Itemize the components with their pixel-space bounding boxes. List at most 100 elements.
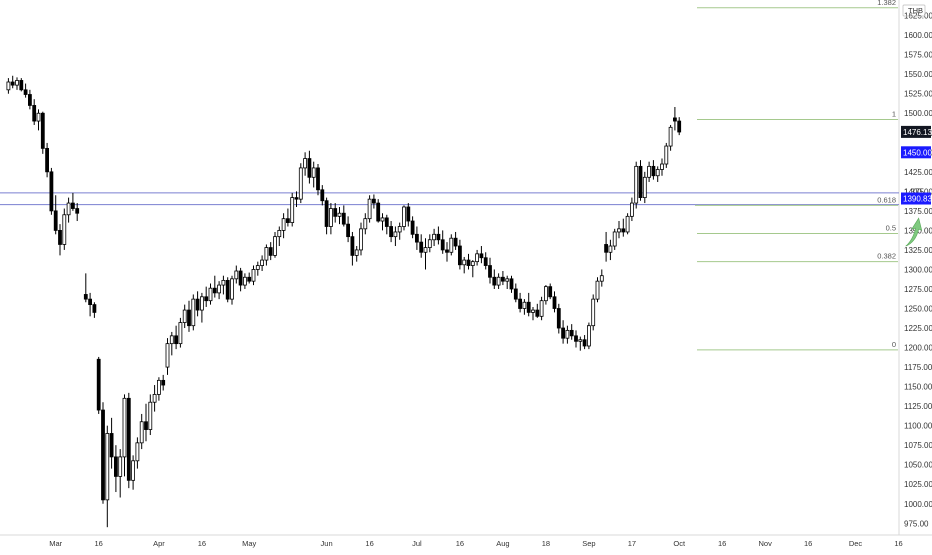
candle-body	[668, 126, 673, 147]
candle-body	[281, 218, 286, 231]
candle	[131, 455, 136, 490]
candle-body	[470, 261, 475, 266]
candle	[316, 164, 320, 196]
candle	[45, 142, 49, 178]
candle-body	[6, 81, 11, 91]
price-tag-blue: 1390.83	[901, 192, 932, 205]
candle	[58, 224, 62, 256]
candle-body	[548, 286, 553, 298]
candle-body	[15, 80, 19, 86]
candle	[496, 273, 501, 289]
price-tick-label: 1575.00	[904, 51, 932, 60]
candle-body	[432, 233, 437, 241]
candle	[677, 117, 682, 136]
time-tick-label: Jun	[321, 539, 333, 548]
candle	[432, 228, 437, 247]
time-tick-label: 18	[542, 539, 550, 548]
candle-body	[664, 145, 669, 165]
candle	[27, 89, 32, 110]
candle-body	[660, 163, 664, 170]
candle-body	[522, 301, 527, 309]
candle	[406, 203, 411, 227]
fib-label-0-618: 0.618	[877, 195, 896, 204]
candle-body	[221, 279, 226, 286]
candle	[174, 325, 179, 350]
price-tick-label: 1175.00	[904, 363, 932, 372]
price-axis[interactable]: 975.00 1000.00 1025.00 1050.00 1075.00 1100.0…	[902, 4, 932, 528]
candle-body	[642, 176, 647, 198]
candle-body	[427, 239, 432, 248]
candle	[621, 218, 626, 237]
candle	[242, 273, 247, 289]
candle	[268, 242, 273, 261]
candle-body	[58, 230, 62, 245]
candle-body	[363, 218, 368, 230]
candle	[281, 213, 286, 239]
candle	[273, 231, 277, 258]
price-tick-label: 1050.00	[904, 461, 932, 470]
candle-body	[10, 81, 15, 86]
time-tick-label: Dec	[849, 539, 863, 548]
candle-body	[677, 120, 682, 133]
candle-body	[101, 409, 105, 501]
candle-body	[380, 217, 385, 222]
candle-body	[449, 237, 454, 253]
candle	[199, 292, 204, 323]
candle	[552, 291, 557, 313]
candle-body	[27, 94, 32, 106]
candle-body	[496, 276, 501, 286]
candle	[457, 239, 462, 270]
candle	[371, 194, 376, 209]
candle	[591, 294, 596, 331]
candle	[324, 197, 329, 235]
candle-body	[591, 298, 596, 327]
time-axis[interactable]: Mar 16 Apr 16 May Jun 16 Jul 16 Aug 18 Sep 17 Oct 16 No…	[49, 539, 932, 548]
candle	[419, 234, 424, 258]
time-tick-label: 16	[95, 539, 103, 548]
support-zone	[0, 192, 899, 206]
candle	[225, 277, 230, 303]
price-tick-label: 1525.00	[904, 90, 932, 99]
candle	[449, 234, 454, 256]
candle	[88, 292, 92, 317]
candle-body	[612, 231, 617, 247]
currency-label: THB	[908, 6, 923, 15]
candle-body	[535, 309, 540, 317]
candle	[328, 203, 333, 235]
candle	[182, 304, 187, 329]
candle	[483, 252, 488, 270]
candle	[565, 325, 570, 344]
candle-body	[578, 339, 583, 342]
candle-body	[298, 167, 303, 200]
candle	[414, 226, 419, 250]
candle	[445, 242, 449, 262]
candle-body	[505, 278, 510, 282]
time-tick-label: 16	[718, 539, 726, 548]
candle	[453, 231, 458, 250]
candle-body	[118, 456, 123, 477]
candle	[75, 203, 80, 222]
candle	[212, 275, 217, 298]
candle	[479, 246, 484, 264]
candle	[83, 273, 88, 303]
candle	[114, 445, 118, 493]
candle-body	[66, 202, 71, 216]
candle-body	[260, 259, 265, 266]
price-tick-label: 1225.00	[904, 324, 932, 333]
candle	[673, 107, 677, 131]
candle	[500, 271, 505, 286]
candle-body	[389, 226, 394, 238]
candle	[230, 275, 234, 305]
price-tag-blue: 1450.00	[901, 146, 932, 159]
candle-body	[561, 327, 565, 339]
candle-body	[182, 309, 187, 323]
price-tag-label: 1476.13	[903, 128, 932, 137]
candle	[492, 269, 497, 289]
candle-body	[445, 249, 449, 253]
candle	[617, 221, 621, 239]
candle-body	[466, 259, 471, 266]
candle-body	[96, 358, 101, 411]
candle-body	[247, 276, 252, 282]
price-tick-label: 1200.00	[904, 344, 932, 353]
